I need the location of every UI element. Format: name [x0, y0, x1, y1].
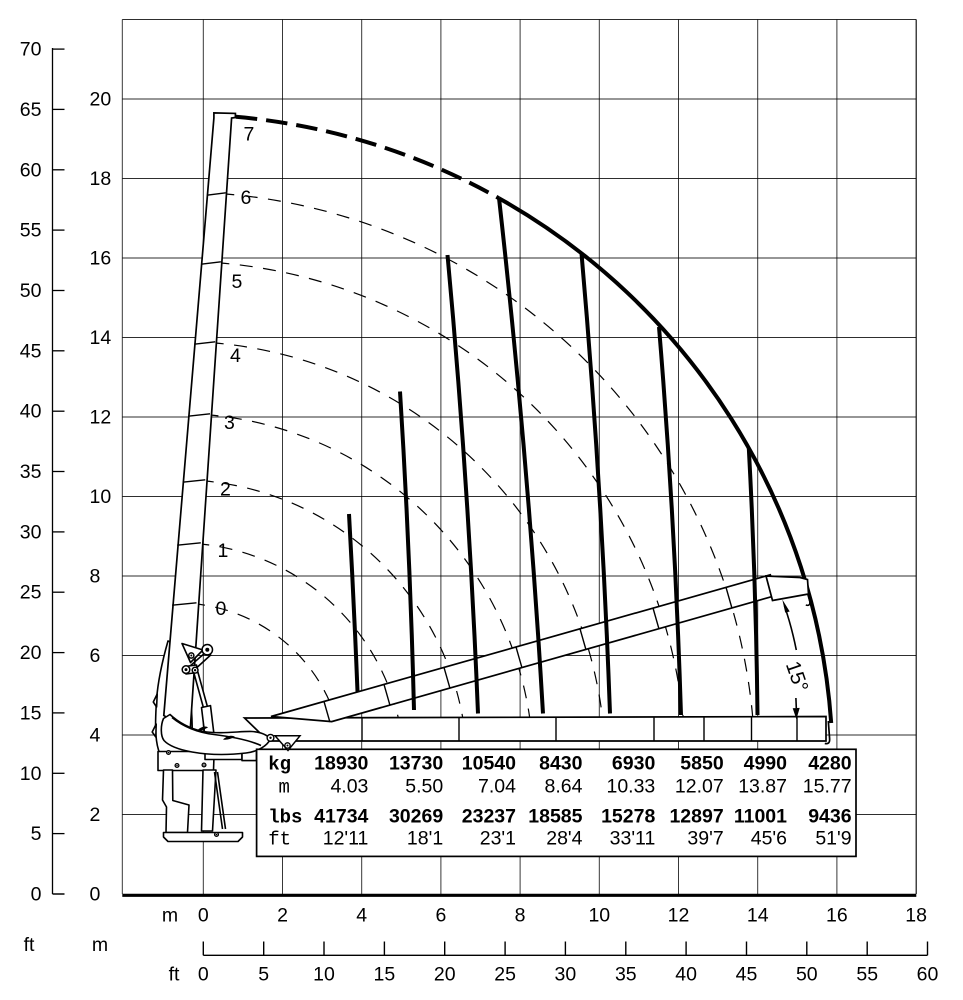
svg-text:40: 40: [20, 401, 42, 423]
svg-text:12.07: 12.07: [675, 776, 724, 798]
svg-text:4.03: 4.03: [330, 776, 368, 798]
svg-text:40: 40: [675, 964, 697, 986]
svg-text:0: 0: [31, 884, 42, 906]
svg-text:50: 50: [796, 964, 818, 986]
svg-text:11001: 11001: [734, 806, 787, 828]
svg-text:5.50: 5.50: [405, 776, 443, 798]
svg-text:9436: 9436: [808, 806, 852, 828]
svg-text:18930: 18930: [314, 753, 368, 775]
svg-text:15: 15: [20, 702, 42, 724]
svg-text:0: 0: [90, 884, 101, 906]
svg-text:m: m: [92, 934, 108, 956]
svg-text:18585: 18585: [528, 806, 582, 828]
svg-text:12897: 12897: [669, 806, 723, 828]
svg-text:4: 4: [356, 905, 367, 927]
svg-text:10: 10: [588, 905, 610, 927]
svg-text:12: 12: [90, 407, 112, 429]
svg-text:5: 5: [31, 823, 42, 845]
svg-text:5: 5: [258, 964, 269, 986]
svg-text:lbs: lbs: [268, 807, 302, 829]
svg-text:45: 45: [20, 340, 42, 362]
svg-text:30: 30: [555, 964, 577, 986]
svg-text:60: 60: [917, 964, 939, 986]
svg-text:20: 20: [434, 964, 456, 986]
svg-text:5850: 5850: [680, 753, 724, 775]
svg-text:65: 65: [20, 99, 42, 121]
svg-text:20: 20: [20, 642, 42, 664]
svg-text:70: 70: [20, 39, 42, 61]
svg-text:6: 6: [435, 905, 446, 927]
svg-text:kg: kg: [268, 754, 291, 776]
svg-text:41734: 41734: [314, 806, 368, 828]
svg-text:8430: 8430: [539, 753, 583, 775]
svg-text:14: 14: [90, 327, 112, 349]
svg-text:2: 2: [90, 804, 101, 826]
svg-text:30269: 30269: [389, 806, 443, 828]
svg-text:8: 8: [90, 566, 101, 588]
svg-text:10: 10: [313, 964, 335, 986]
svg-text:60: 60: [20, 159, 42, 181]
svg-text:6930: 6930: [612, 753, 656, 775]
svg-text:7.04: 7.04: [478, 776, 516, 798]
svg-text:18'1: 18'1: [407, 828, 443, 850]
svg-text:m: m: [279, 777, 290, 799]
svg-text:8: 8: [515, 905, 526, 927]
svg-text:18: 18: [90, 168, 112, 190]
svg-text:ft: ft: [24, 934, 35, 956]
svg-text:4280: 4280: [808, 753, 852, 775]
svg-text:15.77: 15.77: [803, 776, 852, 798]
svg-text:45: 45: [736, 964, 758, 986]
svg-text:23'1: 23'1: [480, 828, 516, 850]
svg-text:12'11: 12'11: [323, 828, 369, 850]
svg-text:12: 12: [668, 905, 690, 927]
svg-text:2: 2: [277, 905, 288, 927]
svg-text:25: 25: [494, 964, 516, 986]
svg-text:4: 4: [90, 725, 101, 747]
svg-text:10540: 10540: [462, 753, 516, 775]
svg-text:8.64: 8.64: [545, 776, 583, 798]
svg-text:10: 10: [20, 763, 42, 785]
svg-text:10: 10: [90, 486, 112, 508]
svg-text:3: 3: [224, 412, 235, 434]
svg-text:6: 6: [90, 645, 101, 667]
svg-text:55: 55: [20, 220, 42, 242]
svg-text:20: 20: [90, 89, 112, 111]
svg-text:4: 4: [230, 345, 241, 367]
svg-text:45'6: 45'6: [751, 828, 787, 850]
svg-text:ft: ft: [268, 829, 291, 851]
svg-text:35: 35: [615, 964, 637, 986]
svg-text:15: 15: [374, 964, 396, 986]
svg-text:39'7: 39'7: [687, 828, 723, 850]
svg-text:7: 7: [244, 124, 255, 146]
svg-text:15278: 15278: [601, 806, 655, 828]
svg-text:13.87: 13.87: [738, 776, 787, 798]
svg-text:33'11: 33'11: [610, 828, 656, 850]
svg-text:28'4: 28'4: [546, 828, 582, 850]
svg-text:5: 5: [232, 271, 243, 293]
svg-text:2: 2: [220, 479, 231, 501]
svg-text:4990: 4990: [744, 753, 788, 775]
svg-text:35: 35: [20, 461, 42, 483]
svg-text:1: 1: [218, 540, 229, 562]
svg-text:55: 55: [856, 964, 878, 986]
svg-text:25: 25: [20, 582, 42, 604]
svg-text:50: 50: [20, 280, 42, 302]
svg-text:51'9: 51'9: [815, 828, 851, 850]
svg-text:30: 30: [20, 521, 42, 543]
svg-text:0: 0: [198, 964, 209, 986]
svg-text:6: 6: [241, 187, 252, 209]
svg-text:18: 18: [905, 905, 927, 927]
svg-text:16: 16: [90, 248, 112, 270]
svg-text:0: 0: [216, 598, 227, 620]
svg-text:14: 14: [747, 905, 769, 927]
svg-text:0: 0: [198, 905, 209, 927]
svg-text:23237: 23237: [462, 806, 516, 828]
svg-text:13730: 13730: [389, 753, 443, 775]
svg-text:ft: ft: [169, 964, 180, 986]
svg-text:16: 16: [826, 905, 848, 927]
svg-text:10.33: 10.33: [606, 776, 655, 798]
svg-text:m: m: [162, 905, 178, 927]
